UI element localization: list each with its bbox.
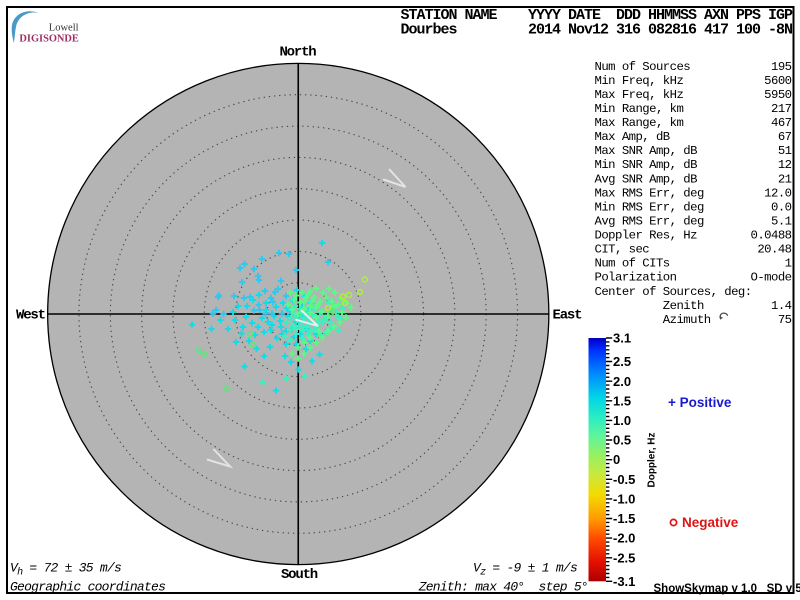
svg-text:Zenith: max 40° step 5°: Zenith: max 40° step 5° (418, 580, 588, 595)
svg-text:North: North (279, 45, 316, 61)
svg-text:-2.0: -2.0 (613, 531, 635, 546)
svg-text:-2.5: -2.5 (613, 550, 635, 565)
svg-text:21: 21 (778, 172, 792, 186)
svg-text:51: 51 (778, 144, 792, 158)
svg-text:5.1: 5.1 (771, 215, 792, 229)
svg-text:Max Amp, dB: Max Amp, dB (595, 130, 670, 144)
svg-text:Avg SNR Amp, dB: Avg SNR Amp, dB (595, 172, 698, 186)
svg-text:Min Freq, kHz: Min Freq, kHz (595, 74, 684, 88)
svg-text:Min Range, km: Min Range, km (595, 102, 684, 116)
svg-text:DIGISONDE: DIGISONDE (19, 34, 79, 45)
svg-text:467: 467 (771, 116, 792, 130)
svg-text:2.5: 2.5 (613, 354, 631, 369)
svg-text:Max SNR Amp, dB: Max SNR Amp, dB (595, 144, 698, 158)
svg-text:Vh = 72 ± 35 m/s: Vh = 72 ± 35 m/s (10, 561, 121, 579)
svg-text:12.0: 12.0 (764, 186, 791, 200)
svg-text:2014 Nov12 316 082816 417 100: 2014 Nov12 316 082816 417 100 -8N (528, 22, 793, 39)
svg-text:2.0: 2.0 (613, 374, 631, 389)
svg-text:0: 0 (613, 452, 620, 467)
svg-text:Doppler Res, Hz: Doppler Res, Hz (595, 229, 698, 243)
svg-text:Azimuth: Azimuth (595, 313, 711, 327)
svg-text:75: 75 (778, 313, 792, 327)
svg-text:217: 217 (771, 102, 792, 116)
svg-text:O-mode: O-mode (751, 271, 792, 285)
svg-text:0.0488: 0.0488 (751, 229, 792, 243)
svg-text:Num of CITs: Num of CITs (595, 257, 670, 271)
svg-text:Doppler, Hz: Doppler, Hz (647, 432, 658, 487)
svg-text:-0.5: -0.5 (613, 472, 635, 487)
svg-text:Geographic coordinates: Geographic coordinates (10, 580, 165, 595)
svg-text:East: East (553, 308, 583, 324)
svg-text:20.48: 20.48 (757, 243, 791, 257)
svg-text:-1.5: -1.5 (613, 511, 635, 526)
svg-text:5600: 5600 (764, 74, 791, 88)
svg-text:Vz = -9 ± 1 m/s: Vz = -9 ± 1 m/s (473, 561, 577, 579)
svg-text:Max RMS Err, deg: Max RMS Err, deg (595, 186, 704, 200)
svg-text:Lowell: Lowell (49, 23, 79, 34)
svg-text:YYYY DATE DDD HHMMSS AXN PPS: YYYY DATE DDD HHMMSS AXN PPS IGP (528, 7, 793, 24)
svg-text:1.0: 1.0 (613, 413, 631, 428)
svg-text:1.4: 1.4 (771, 299, 792, 313)
svg-text:Center of Sources, deg:: Center of Sources, deg: (595, 285, 752, 299)
svg-text:South: South (281, 567, 318, 583)
svg-text:Min SNR Amp, dB: Min SNR Amp, dB (595, 158, 698, 172)
svg-text:STATION NAME: STATION NAME (401, 7, 498, 24)
svg-text:Polarization: Polarization (595, 271, 677, 285)
svg-text:Min RMS Err, deg: Min RMS Err, deg (595, 200, 704, 214)
svg-text:12: 12 (778, 158, 792, 172)
svg-text:Dourbes: Dourbes (401, 22, 458, 39)
svg-text:-3.1: -3.1 (613, 574, 635, 589)
svg-text:0.0: 0.0 (771, 200, 792, 214)
svg-text:-1.0: -1.0 (613, 492, 635, 507)
svg-text:Max Freq, kHz: Max Freq, kHz (595, 88, 684, 102)
svg-text:Avg RMS Err, deg: Avg RMS Err, deg (595, 215, 704, 229)
svg-text:67: 67 (778, 130, 792, 144)
svg-text:0.5: 0.5 (613, 433, 631, 448)
svg-text:1.5: 1.5 (613, 393, 631, 408)
svg-text:Num of Sources: Num of Sources (595, 60, 691, 74)
svg-text:Max Range, km: Max Range, km (595, 116, 684, 130)
svg-text:CIT, sec: CIT, sec (595, 243, 650, 257)
svg-text:3.1: 3.1 (613, 331, 631, 346)
svg-text:5950: 5950 (764, 88, 791, 102)
svg-text:Zenith: Zenith (595, 299, 704, 313)
svg-text:Negative: Negative (682, 515, 739, 530)
svg-text:West: West (16, 308, 46, 324)
svg-text:ShowSkymap v 1.0 SD v 5.1: ShowSkymap v 1.0 SD v 5.1 (654, 583, 800, 595)
svg-text:+ Positive: + Positive (668, 395, 732, 410)
svg-text:1: 1 (785, 257, 792, 271)
svg-text:195: 195 (771, 60, 792, 74)
